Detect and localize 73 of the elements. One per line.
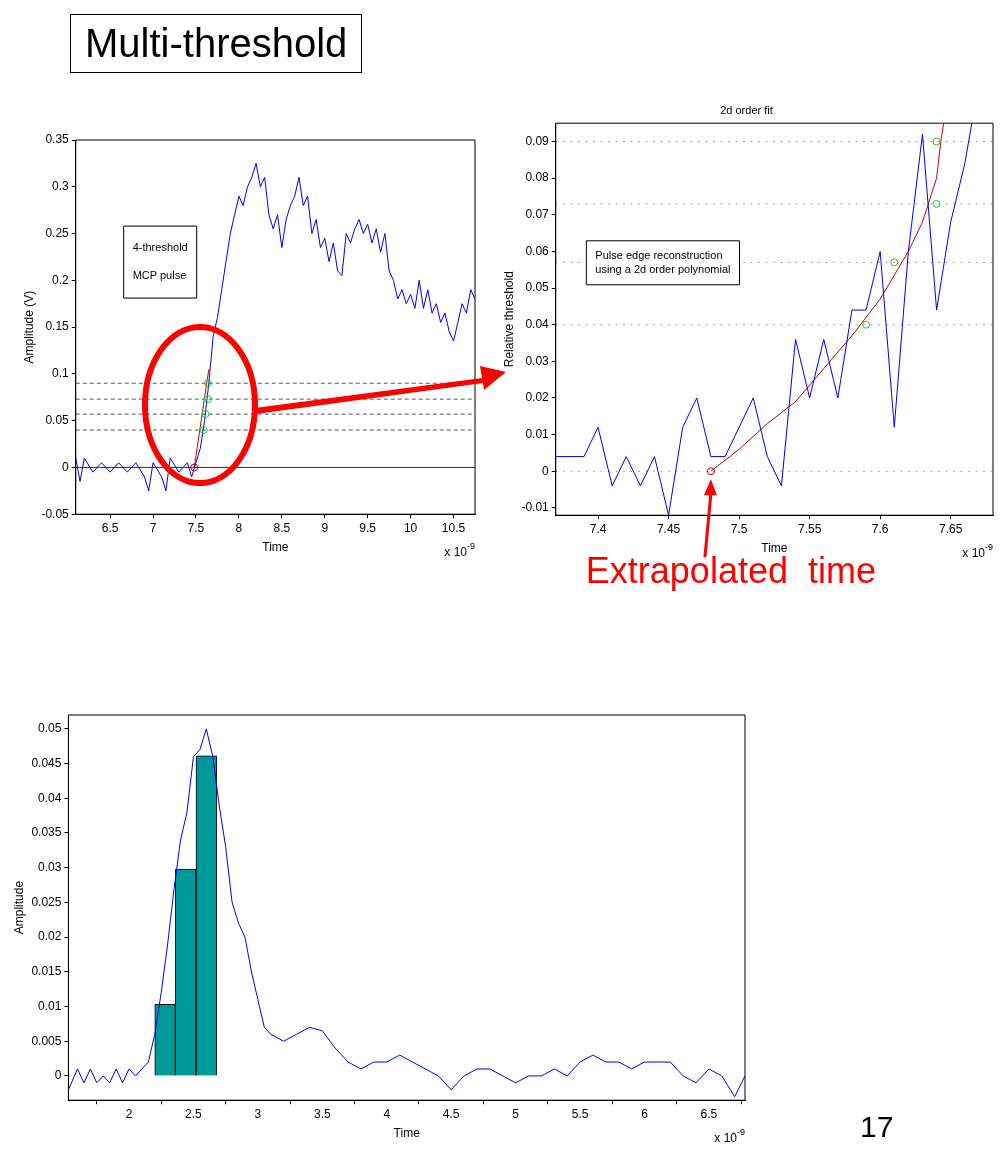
x-tick-label: 10 — [403, 520, 418, 535]
chart-title: Multi-threshold — [70, 14, 363, 73]
point — [706, 467, 715, 476]
y-tick-label: 0.025 — [31, 894, 62, 909]
x-tick-label: 2.5 — [185, 1106, 203, 1121]
x-tick-label: 6.5 — [700, 1106, 718, 1121]
y-tick-label: 0.01 — [525, 426, 550, 441]
point — [932, 137, 941, 146]
point — [932, 199, 941, 208]
x-tick-label: 2 — [125, 1106, 133, 1121]
y-tick-label: 0.02 — [38, 929, 62, 944]
y-axis-title: Amplitude (V) — [21, 290, 36, 364]
y-tick-label: -0.01 — [521, 500, 550, 515]
y-tick-label: 0.06 — [525, 243, 550, 258]
y-tick-label: 0 — [542, 463, 550, 478]
y-tick-label: 0.03 — [38, 860, 62, 874]
chart-title: 2d order fit — [720, 103, 773, 116]
x-tick-label: 5 — [512, 1106, 520, 1121]
x-tick-label: 7.5 — [187, 520, 205, 535]
x-tick-label: 6.5 — [101, 520, 119, 535]
y-tick-label: 0.03 — [525, 353, 550, 368]
x-tick-label: 7.6 — [871, 521, 889, 536]
y-tick-label: 0.005 — [31, 1033, 62, 1048]
y-tick-label: 0.035 — [31, 825, 62, 840]
x-axis-title: Time — [761, 541, 788, 556]
y-tick-label: 0.02 — [525, 390, 550, 405]
x-tick-label: 7.45 — [656, 521, 681, 536]
y-tick-label: 0.05 — [38, 721, 62, 736]
point — [890, 258, 899, 267]
x-tick-label: 3.5 — [313, 1106, 331, 1121]
y-tick-label: 0.05 — [45, 412, 70, 427]
x-tick-label: 9 — [321, 520, 329, 535]
y-tick-label: 0.04 — [38, 790, 62, 805]
y-tick-label: 0.045 — [31, 755, 62, 770]
y-axis-title: Relative threshold — [501, 271, 516, 368]
annotation: MCP pulse — [132, 269, 187, 282]
y-tick-label: 0 — [54, 1068, 62, 1083]
x-axis-title: Time — [262, 540, 289, 555]
y-tick-label: 0.2 — [52, 272, 70, 287]
x-tick-label: 7.55 — [797, 521, 822, 536]
point — [862, 320, 871, 329]
x-tick-label: 10.5 — [441, 520, 466, 535]
x-tick-label: 8.5 — [273, 520, 291, 535]
x-tick-label: 5.5 — [571, 1106, 589, 1121]
x-tick-label: 3 — [254, 1106, 262, 1121]
y-tick-label: 0.09 — [525, 133, 550, 148]
y-tick-label: 0.15 — [45, 319, 70, 334]
x-tick-label: 7.5 — [730, 521, 748, 536]
x-tick-label: 8 — [235, 520, 243, 535]
x-tick-label: 9.5 — [359, 520, 377, 535]
y-tick-label: 0.01 — [38, 998, 62, 1013]
annotation: Pulse edge reconstruction using a 2d order polynomial — [595, 248, 731, 275]
y-tick-label: 0.04 — [525, 317, 550, 332]
y-tick-label: 0.35 — [45, 132, 70, 147]
x-axis-title: Time — [393, 1126, 421, 1141]
y-tick-label: 0.05 — [525, 280, 550, 295]
x-tick-label: 7.4 — [589, 521, 607, 536]
x-tick-label: 7 — [149, 520, 157, 535]
y-tick-label: 0.25 — [45, 225, 70, 240]
y-tick-label: 0.3 — [52, 179, 70, 194]
y-tick-label: 0.08 — [525, 170, 550, 185]
x-tick-label: 6 — [641, 1106, 649, 1121]
x-tick-label: 4 — [383, 1106, 391, 1121]
y-tick-label: -0.05 — [41, 506, 70, 521]
y-tick-label: 0.1 — [52, 366, 70, 381]
x-tick-label: 4.5 — [442, 1106, 460, 1121]
y-tick-label: 0 — [62, 459, 70, 474]
x-tick-label: 7.65 — [939, 521, 963, 536]
y-axis-title: Amplitude — [11, 880, 26, 935]
y-tick-label: 0.07 — [525, 207, 550, 222]
annotation: 4-threshold — [132, 241, 188, 254]
text: 17 — [860, 1110, 894, 1144]
y-tick-label: 0.015 — [31, 964, 62, 979]
